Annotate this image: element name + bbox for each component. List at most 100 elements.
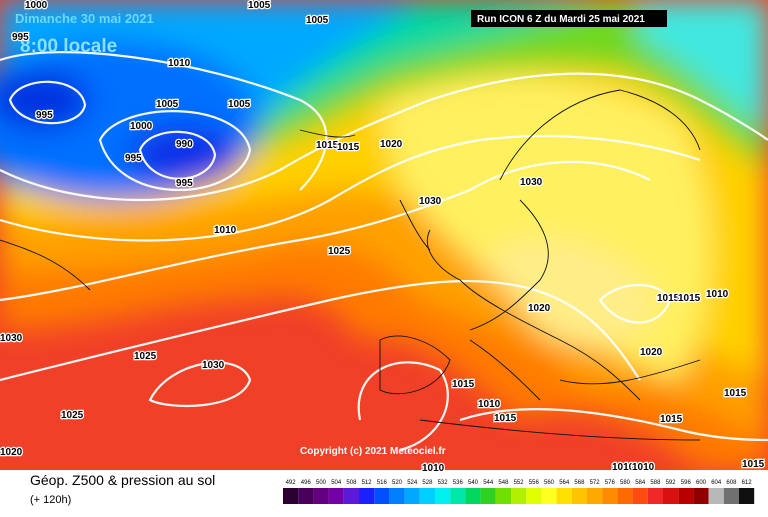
isobar-label: 1020 <box>528 303 551 314</box>
colorbar-swatch <box>511 488 527 504</box>
colorbar-swatch <box>298 488 314 504</box>
colorbar-label: 536 <box>453 480 464 486</box>
isobar-label: 1015 <box>452 379 475 390</box>
isobar-label: 1025 <box>61 410 84 421</box>
isobar-label: 1010 <box>632 462 655 473</box>
legend-subtitle: (+ 120h) <box>30 494 71 506</box>
isobar-label: 1030 <box>202 360 225 371</box>
isobar-label: 995 <box>176 178 193 189</box>
colorbar-label: 496 <box>301 480 312 486</box>
colorbar-swatch <box>708 488 724 504</box>
colorbar-swatch <box>617 488 633 504</box>
colorbar-label: 532 <box>438 480 449 486</box>
colorbar-label: 576 <box>605 480 616 486</box>
colorbar-label: 564 <box>559 480 570 486</box>
isobar-label: 1010 <box>422 463 445 474</box>
isobar-label: 1015 <box>657 293 680 304</box>
isobar-label: 1015 <box>678 293 701 304</box>
isobar-label: 1015 <box>742 459 765 470</box>
colorbar-swatch <box>556 488 572 504</box>
isobar-label: 1025 <box>134 351 157 362</box>
colorbar-label: 568 <box>574 480 585 486</box>
colorbar-swatch <box>602 488 618 504</box>
colorbar-swatch <box>678 488 694 504</box>
colorbar-label: 548 <box>498 480 509 486</box>
isobar-label: 1010 <box>478 399 501 410</box>
run-info: Run ICON 6 Z du Mardi 25 mai 2021 <box>477 14 645 25</box>
colorbar-swatch <box>359 488 375 504</box>
isobar-label: 990 <box>176 139 193 150</box>
isobar-label: 1030 <box>0 333 23 344</box>
coastlines <box>0 89 701 441</box>
isobar-label: 1005 <box>156 99 179 110</box>
isobar-label: 1005 <box>248 0 271 11</box>
isobar-label: 1020 <box>380 139 403 150</box>
colorbar-swatch <box>495 488 511 504</box>
colorbar-label: 512 <box>362 480 373 486</box>
date: Dimanche 30 mai 2021 <box>15 11 154 26</box>
legend-title: Géop. Z500 & pression au sol <box>30 472 215 488</box>
isobar-label: 1020 <box>640 347 663 358</box>
isobar-label: 1010 <box>706 289 729 300</box>
colorbar-label: 592 <box>666 480 677 486</box>
isobar-lines <box>0 51 768 452</box>
colorbar-label: 508 <box>346 480 357 486</box>
colorbar-swatch <box>465 488 481 504</box>
colorbar-swatch <box>739 488 755 504</box>
field <box>0 0 768 470</box>
isobar-label: 1020 <box>0 447 23 458</box>
colorbar-swatch <box>313 488 329 504</box>
colorbar-swatch <box>480 488 496 504</box>
colorbar-swatch <box>419 488 435 504</box>
colorbar-label: 504 <box>331 480 342 486</box>
isobar-label: 1015 <box>724 388 747 399</box>
colorbar-label: 556 <box>529 480 540 486</box>
colorbar-label: 580 <box>620 480 631 486</box>
isobar-label: 1005 <box>228 99 251 110</box>
colorbar-label: 492 <box>286 480 297 486</box>
colorbar-swatch <box>647 488 663 504</box>
colorbar-label: 612 <box>742 480 753 486</box>
colorbar-swatch <box>343 488 359 504</box>
colorbar-label: 524 <box>407 480 418 486</box>
colorbar-label: 588 <box>650 480 661 486</box>
isobar-label: 1015 <box>494 413 517 424</box>
colorbar-label: 596 <box>681 480 692 486</box>
colorbar-label: 528 <box>422 480 433 486</box>
isobar-label: 1015 <box>337 142 360 153</box>
isobar-label: 1030 <box>520 177 543 188</box>
isobar-label: 1025 <box>328 246 351 257</box>
colorbar-swatch <box>328 488 344 504</box>
colorbar-label: 544 <box>483 480 494 486</box>
colorbar-swatch <box>541 488 557 504</box>
isobar-label: 995 <box>125 153 142 164</box>
colorbar-swatch <box>632 488 648 504</box>
colorbar-swatch <box>389 488 405 504</box>
colorbar-label: 540 <box>468 480 479 486</box>
colorbar-swatch <box>526 488 542 504</box>
colorbar-swatch <box>587 488 603 504</box>
isobar-label: 1010 <box>214 225 237 236</box>
colorbar-swatch <box>435 488 451 504</box>
colorbar-swatch <box>723 488 739 504</box>
copyright: Copyright (c) 2021 Meteociel.fr <box>300 446 446 457</box>
colorbar-swatch <box>663 488 679 504</box>
isobar-label: 995 <box>12 32 29 43</box>
isobar-label: 995 <box>36 110 53 121</box>
colorbar-label: 584 <box>635 480 646 486</box>
colorbar-label: 560 <box>544 480 555 486</box>
colorbar-swatch <box>693 488 709 504</box>
run-box <box>471 10 667 27</box>
isobar-label: 1015 <box>316 140 339 151</box>
colorbar-label: 600 <box>696 480 707 486</box>
colorbar-label: 608 <box>726 480 737 486</box>
colorbar-label: 516 <box>377 480 388 486</box>
colorbar-swatch <box>374 488 390 504</box>
colorbar-swatch <box>450 488 466 504</box>
isobar-label: 1010 <box>168 58 191 69</box>
time: 8:00 locale <box>20 36 117 57</box>
colorbar-label: 572 <box>590 480 601 486</box>
